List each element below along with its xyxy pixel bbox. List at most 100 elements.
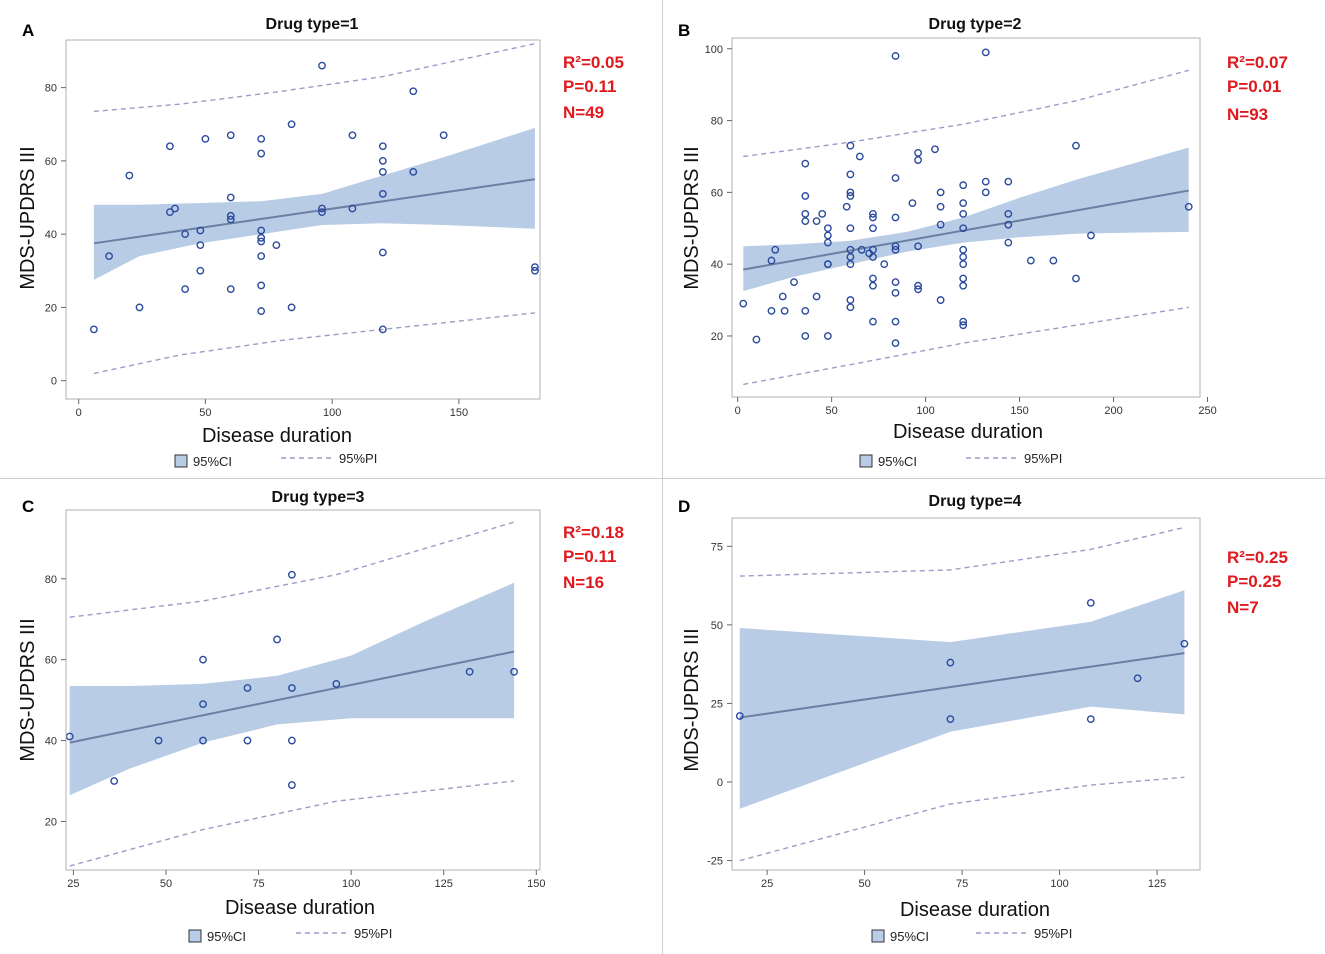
- data-point: [287, 120, 296, 129]
- data-point: [378, 248, 387, 257]
- legend-pi-label: 95%PI: [1034, 926, 1072, 941]
- data-point: [171, 204, 179, 213]
- data-point: [739, 299, 748, 308]
- data-point: [801, 306, 810, 315]
- data-point: [257, 135, 266, 143]
- y-axis-label: MDS-UPDRS III: [17, 146, 39, 289]
- data-point: [869, 281, 877, 290]
- chart-panel-d: 25 50 75 100 125 -25 0 25 50 75 D Drug type=4 Diseas…: [678, 493, 1288, 944]
- data-point: [332, 680, 341, 688]
- legend-pi-label: 95%PI: [1024, 451, 1062, 466]
- chart-panel-a: 0 50 100 150 0 20 40 60 80 A Drug type=1 Disease du…: [17, 16, 624, 469]
- x-tick-label: 150: [527, 878, 545, 890]
- stat-n: N=16: [563, 573, 604, 592]
- panel-label: B: [678, 21, 690, 40]
- data-point: [378, 156, 387, 165]
- data-point: [257, 307, 266, 315]
- data-point: [409, 167, 418, 176]
- stat-n: N=7: [1227, 598, 1259, 617]
- data-point: [348, 131, 357, 140]
- data-point: [1086, 715, 1095, 724]
- x-tick-label: 100: [342, 878, 360, 890]
- data-point: [226, 193, 235, 202]
- data-point: [869, 245, 877, 254]
- data-point: [318, 208, 326, 217]
- data-point: [287, 684, 296, 692]
- data-point: [780, 306, 789, 315]
- data-point: [89, 325, 98, 334]
- data-point: [801, 159, 810, 168]
- data-point: [767, 256, 776, 265]
- data-point: [257, 281, 266, 290]
- data-point: [959, 210, 968, 218]
- data-point: [201, 135, 210, 143]
- panel-label: D: [678, 497, 690, 516]
- data-point: [869, 274, 877, 283]
- data-point: [891, 278, 900, 287]
- data-point: [812, 292, 821, 301]
- chart-panel-c: 25 50 75 100 125 150 20 40 60 80 C Drug type=3 Disea…: [17, 489, 624, 944]
- data-point: [801, 332, 810, 340]
- x-tick-label: 75: [252, 878, 264, 890]
- chart-title: Drug type=4: [929, 493, 1022, 510]
- data-point: [1087, 231, 1095, 240]
- x-axis-label: Disease duration: [225, 897, 375, 919]
- data-point: [287, 736, 296, 745]
- data-point: [378, 189, 387, 198]
- data-point: [846, 141, 855, 150]
- data-point: [226, 215, 235, 224]
- data-point: [801, 192, 810, 200]
- data-point: [125, 171, 134, 180]
- data-point: [801, 217, 810, 225]
- data-point: [1133, 674, 1142, 683]
- data-point: [914, 156, 922, 164]
- data-point: [981, 48, 990, 57]
- data-point: [823, 238, 832, 247]
- data-point: [287, 303, 296, 312]
- regression-line: [69, 650, 515, 744]
- data-point: [908, 199, 917, 208]
- y-tick-label: 0: [717, 777, 723, 789]
- data-point: [318, 204, 326, 213]
- data-point: [752, 335, 761, 344]
- plot-frame: [731, 37, 1201, 398]
- x-tick-label: 150: [450, 407, 468, 419]
- regression-line: [93, 178, 536, 245]
- y-tick-label: 60: [711, 187, 723, 199]
- data-point: [257, 252, 266, 261]
- data-point: [842, 202, 851, 211]
- data-point: [959, 274, 968, 283]
- data-point: [891, 245, 900, 254]
- y-tick-label: 20: [45, 816, 57, 828]
- data-point: [1072, 141, 1080, 150]
- data-point: [914, 281, 922, 290]
- data-point: [846, 188, 855, 197]
- data-point: [959, 224, 968, 233]
- data-point: [1004, 177, 1013, 186]
- data-point: [946, 715, 955, 724]
- data-point: [1049, 256, 1058, 265]
- data-point: [931, 145, 939, 154]
- panel-label: A: [22, 21, 34, 40]
- y-tick-label: 40: [45, 229, 57, 241]
- data-point: [1004, 238, 1013, 247]
- data-point: [959, 317, 968, 326]
- plot-frame: [65, 509, 541, 871]
- data-point: [272, 241, 281, 250]
- data-point: [823, 260, 832, 269]
- x-tick-label: 125: [1148, 878, 1166, 890]
- data-point: [869, 213, 877, 222]
- data-point: [287, 781, 296, 789]
- data-point: [846, 296, 855, 304]
- data-point: [891, 288, 900, 297]
- data-point: [771, 245, 780, 254]
- legend-ci-swatch: [859, 454, 873, 468]
- plot-frame: [731, 517, 1201, 871]
- data-point: [199, 655, 207, 664]
- data-point: [166, 208, 174, 217]
- pi-lower-line: [743, 306, 1189, 386]
- x-tick-label: 150: [1010, 405, 1028, 417]
- data-point: [287, 570, 296, 579]
- legend-pi-label: 95%PI: [339, 451, 377, 466]
- data-point: [1026, 256, 1035, 265]
